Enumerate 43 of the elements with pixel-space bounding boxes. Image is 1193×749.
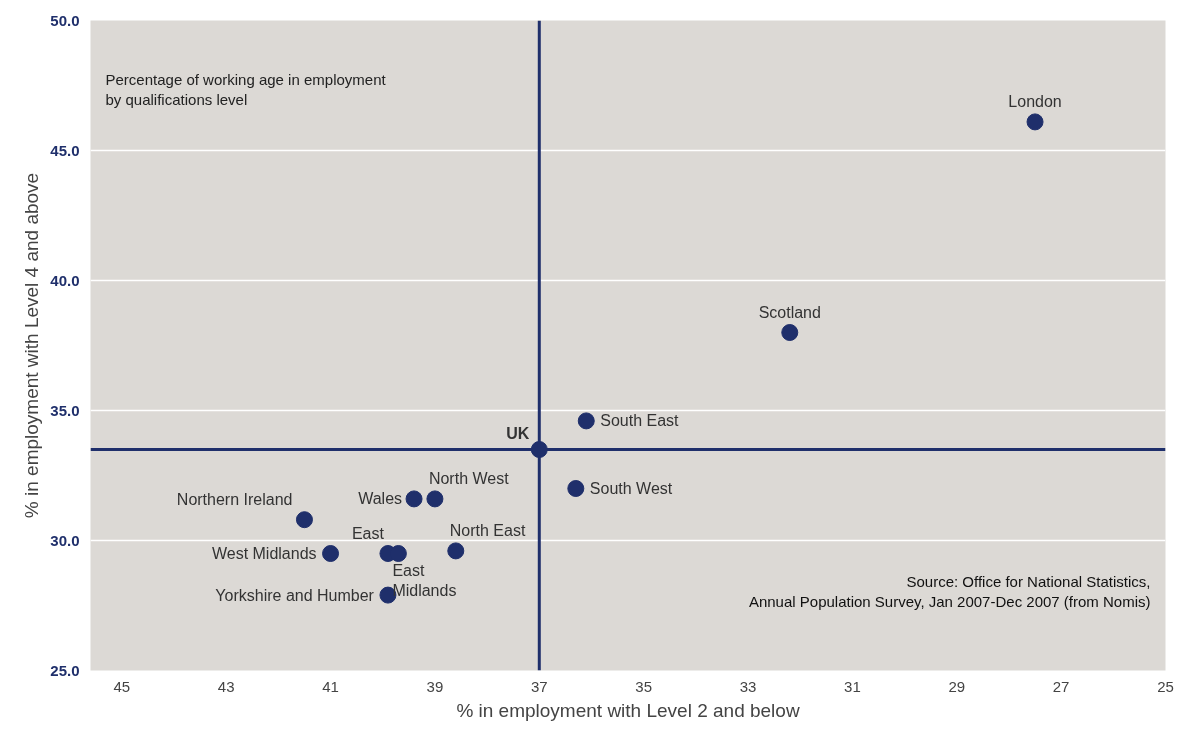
series-label: Wales	[358, 490, 403, 508]
series-label: South East	[600, 412, 680, 430]
point	[447, 542, 465, 560]
x-tick-label: 41	[322, 677, 339, 695]
x-tick-label: 25	[1157, 677, 1174, 695]
series-label: North East	[449, 521, 526, 539]
y-axis-title: % in employment with Level 4 and above	[21, 172, 43, 519]
x-tick-label: 31	[844, 677, 861, 695]
x-tick-label: 43	[217, 677, 235, 695]
text: Percentage of working age in employment by qualifications level	[105, 70, 387, 108]
x-tick-label: 45	[113, 677, 131, 695]
x-tick-label: 39	[426, 677, 444, 695]
series-label: North West	[428, 469, 510, 487]
series-label: East Midlands	[392, 561, 457, 599]
point	[567, 480, 585, 497]
point	[426, 490, 444, 508]
series-label: Yorkshire and Humber	[215, 586, 375, 604]
x-tick-label: 29	[948, 677, 966, 695]
series-label: East	[351, 524, 385, 542]
series-label: Scotland	[758, 303, 821, 321]
x-tick-label: 33	[739, 677, 757, 695]
series-label: London	[1008, 92, 1062, 110]
x-tick-label: 35	[635, 677, 652, 695]
y-tick-label: 30.0	[50, 531, 80, 549]
x-tick-label: 27	[1052, 677, 1070, 695]
point	[295, 511, 313, 529]
y-tick-label: 25.0	[50, 661, 80, 679]
annotation: Source: Office for National Statistics, Annual Population Survey, Jan 2007-Dec 2007 (from Nomis)	[748, 573, 1151, 611]
y-tick-label: 50.0	[50, 11, 80, 29]
point	[1026, 113, 1044, 131]
point	[577, 412, 595, 430]
x-tick-label: 37	[530, 677, 548, 695]
x-axis-title: % in employment with Level 2 and below	[456, 699, 800, 721]
series-label: South West	[589, 480, 673, 497]
y-tick-label: 40.0	[50, 271, 80, 289]
series-label: Northern Ireland	[176, 490, 293, 508]
y-tick-label: 45.0	[50, 141, 80, 159]
y-tick-label: 35.0	[50, 401, 80, 419]
point	[322, 545, 340, 562]
series-label: West Midlands	[211, 545, 317, 562]
point	[781, 324, 799, 341]
point	[405, 490, 423, 508]
series-label: UK	[506, 424, 530, 442]
